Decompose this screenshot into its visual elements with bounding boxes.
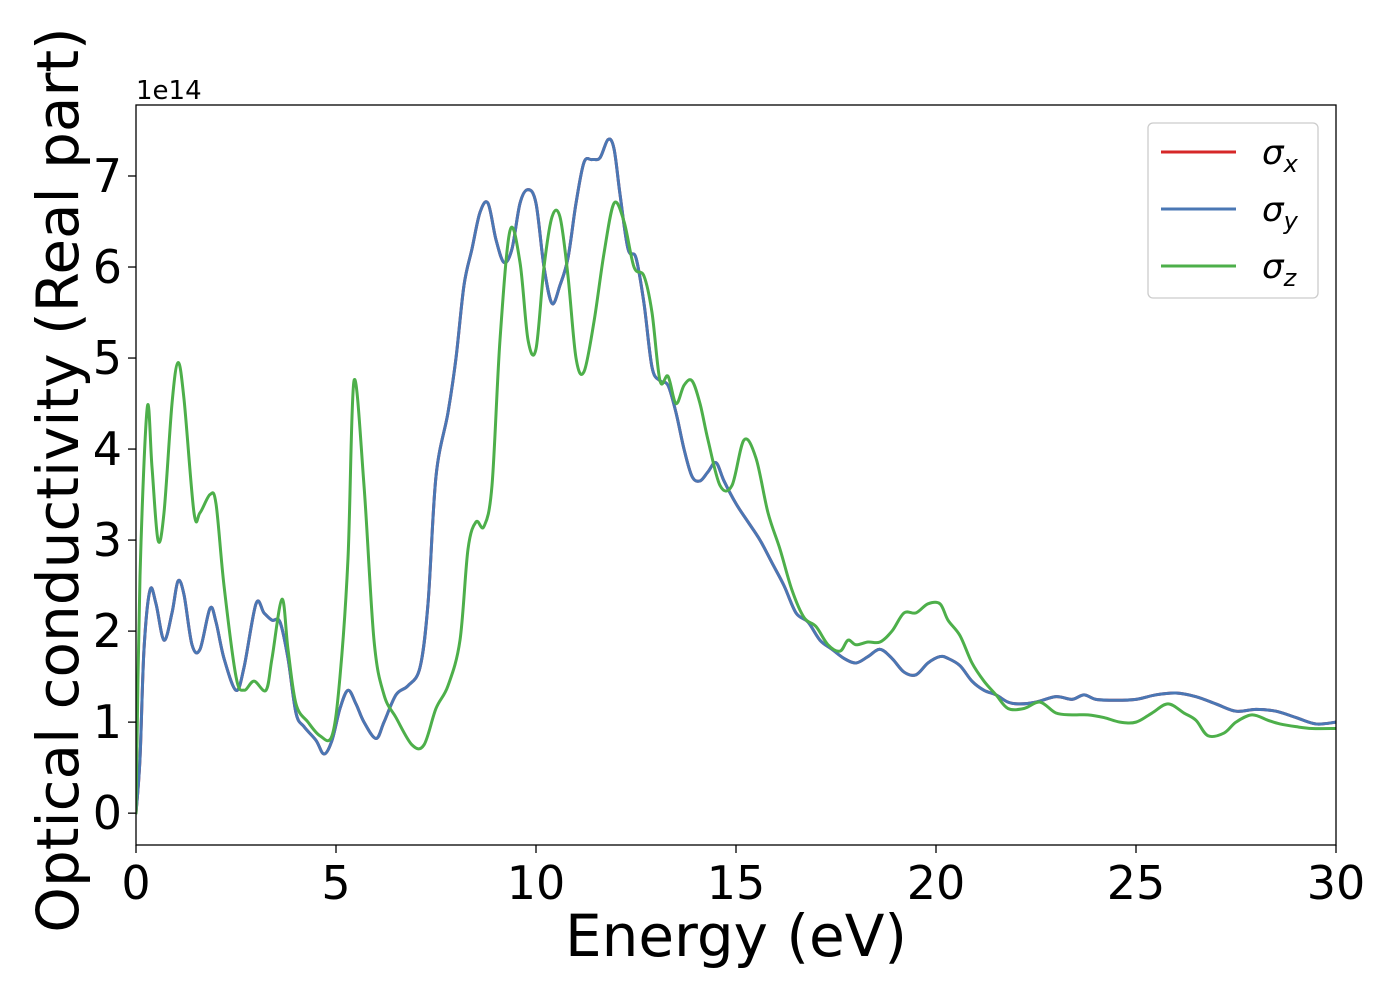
- x-tick-label: 20: [907, 856, 966, 910]
- y-tick-label: 0: [93, 786, 122, 840]
- x-axis-label: Energy (eV): [565, 902, 907, 970]
- y-axis-label: Optical conductivity (Real part): [24, 27, 92, 932]
- x-tick-label: 15: [707, 856, 766, 910]
- x-tick-label: 5: [321, 856, 350, 910]
- x-tick-label: 0: [121, 856, 150, 910]
- y-offset-text: 1e14: [136, 76, 202, 106]
- x-axis-ticks: 0 5 10 15 20 25 30: [121, 845, 1365, 910]
- y-axis-ticks: 0 1 2 3 4 5 6 7: [93, 149, 136, 840]
- y-tick-label: 5: [93, 331, 122, 385]
- series-line-z: [136, 200, 1336, 815]
- plot-lines: [136, 137, 1336, 815]
- x-tick-label: 30: [1307, 856, 1366, 910]
- legend-label-y: σy: [1262, 190, 1299, 235]
- y-tick-label: 4: [93, 422, 122, 476]
- y-tick-label: 2: [93, 604, 122, 658]
- y-tick-label: 1: [93, 695, 122, 749]
- y-tick-label: 3: [93, 513, 122, 567]
- x-tick-label: 25: [1107, 856, 1166, 910]
- x-tick-label: 10: [507, 856, 566, 910]
- y-tick-label: 7: [93, 149, 122, 203]
- y-tick-label: 6: [93, 240, 122, 294]
